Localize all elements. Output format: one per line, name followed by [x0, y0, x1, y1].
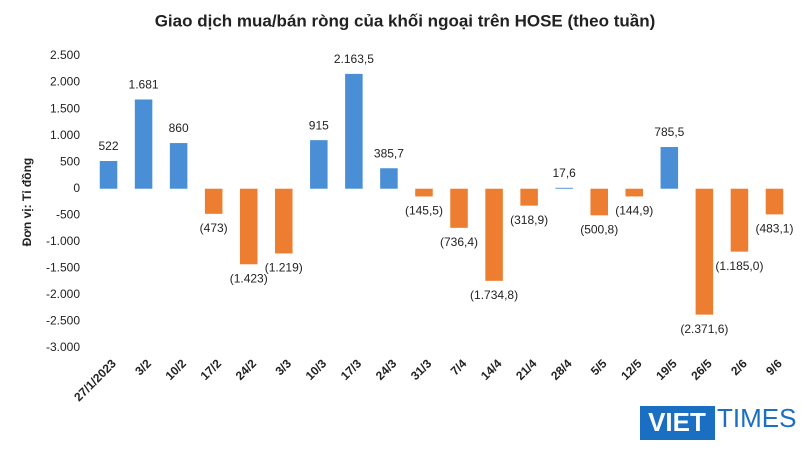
x-tick-label: 10/3	[303, 356, 330, 383]
x-tick-label: 17/2	[198, 356, 225, 383]
value-label: (1.219)	[265, 261, 303, 275]
bar	[695, 188, 714, 315]
value-label: (1.185,0)	[715, 259, 763, 273]
value-label: 860	[169, 121, 189, 135]
y-tick-label: -2.000	[46, 287, 80, 301]
watermark-left: VIET	[648, 407, 706, 437]
value-label: (2.371,6)	[680, 322, 728, 336]
value-label: 1.681	[129, 78, 159, 92]
value-label: 385,7	[374, 146, 404, 160]
y-tick-label: 2.500	[50, 48, 80, 62]
value-label: (1.423)	[230, 271, 268, 285]
x-tick-label: 27/1/2023	[71, 356, 119, 404]
y-tick-label: 0	[73, 181, 80, 195]
y-tick-label: 2.000	[50, 75, 80, 89]
value-label: (473)	[200, 221, 228, 235]
y-tick-label: 500	[60, 154, 80, 168]
x-tick-label: 9/6	[763, 356, 785, 378]
x-tick-label: 3/2	[132, 356, 154, 378]
x-tick-label: 19/5	[653, 356, 680, 383]
bar	[169, 143, 188, 189]
bar	[450, 188, 468, 228]
bar	[134, 99, 153, 189]
x-tick-label: 14/4	[478, 356, 505, 383]
y-tick-label: -2.500	[46, 314, 80, 328]
y-axis-label: Đơn vị: Tỉ đồng	[20, 158, 34, 247]
x-tick-label: 2/6	[728, 356, 750, 378]
bar	[660, 147, 679, 189]
value-label: (144,9)	[615, 204, 653, 218]
value-label: 522	[99, 139, 119, 153]
value-label: (145,5)	[405, 204, 443, 218]
bar	[99, 161, 118, 189]
x-tick-label: 17/3	[338, 356, 365, 383]
bar	[520, 188, 538, 206]
bar	[590, 188, 608, 216]
bar	[730, 188, 749, 252]
bar	[380, 168, 398, 189]
x-tick-label: 10/2	[163, 356, 190, 383]
bar	[555, 187, 573, 189]
x-tick-label: 5/5	[588, 356, 610, 378]
x-tick-label: 31/3	[408, 356, 435, 383]
bar	[485, 188, 503, 281]
value-label: (500,8)	[580, 222, 618, 236]
x-tick-label: 24/3	[373, 356, 400, 383]
bar	[275, 188, 293, 254]
value-label: (736,4)	[440, 235, 478, 249]
watermark-right: TIMES	[717, 403, 796, 433]
value-label: (1.734,8)	[470, 288, 518, 302]
value-label: 2.163,5	[334, 52, 374, 66]
value-label: 17,6	[552, 166, 576, 180]
y-tick-label: 1.000	[50, 128, 80, 142]
bar	[310, 140, 328, 189]
bar	[415, 188, 433, 197]
bar	[765, 188, 784, 215]
x-tick-label: 3/3	[272, 356, 294, 378]
x-tick-label: 28/4	[548, 356, 575, 383]
value-label: 785,5	[654, 125, 684, 139]
x-tick-label: 7/4	[448, 356, 470, 378]
y-tick-label: -1.000	[46, 234, 80, 248]
x-tick-label: 24/2	[233, 356, 260, 383]
bar	[204, 188, 223, 214]
y-tick-label: -500	[56, 207, 80, 221]
watermark: VIET TIMES	[640, 403, 796, 440]
y-tick-label: 1.500	[50, 101, 80, 115]
y-tick-label: -1.500	[46, 261, 80, 275]
bar	[625, 188, 644, 197]
x-tick-label: 12/5	[618, 356, 645, 383]
chart-title: Giao dịch mua/bán ròng của khối ngoại tr…	[155, 11, 656, 30]
bar	[239, 188, 258, 265]
value-label: (318,9)	[510, 213, 548, 227]
value-label: 915	[309, 118, 329, 132]
watermark-box	[640, 406, 715, 440]
x-tick-label: 21/4	[513, 356, 540, 383]
x-tick-label: 26/5	[688, 356, 715, 383]
y-tick-label: -3.000	[46, 340, 80, 354]
value-label: (483,1)	[755, 222, 793, 236]
bar	[345, 73, 363, 189]
